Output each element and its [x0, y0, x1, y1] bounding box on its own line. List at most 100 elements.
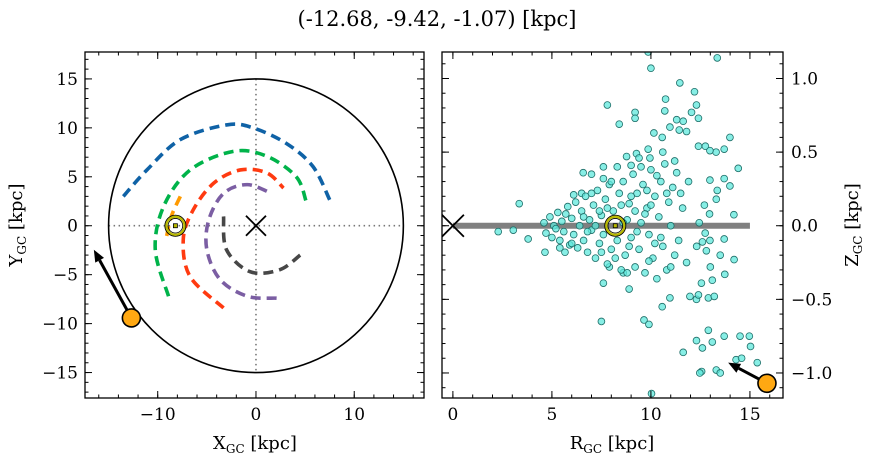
scatter-point [716, 369, 725, 377]
y-tick-label: 0.0 [791, 217, 818, 237]
scatter-point [666, 221, 675, 230]
y-tick-label: 10 [56, 119, 78, 139]
scatter-point [579, 168, 587, 177]
scatter-point [644, 52, 652, 56]
scatter-point [637, 218, 645, 227]
scatter-point [690, 87, 699, 96]
scatter-point [597, 317, 606, 326]
scatter-point [591, 221, 600, 230]
sun-marker-ring [165, 215, 186, 236]
scatter-point [745, 332, 754, 340]
scatter-point [696, 369, 704, 377]
scatter-point [635, 245, 643, 254]
scatter-point [706, 263, 715, 271]
scatter-point [657, 177, 665, 186]
scatter-point [676, 79, 684, 87]
scatter-point [597, 248, 606, 257]
scatter-point [609, 207, 618, 215]
scatter-point [682, 258, 691, 267]
scatter-point [716, 251, 725, 259]
scatter-point [645, 257, 653, 265]
scatter-point [694, 142, 703, 151]
scatter-point [589, 201, 598, 209]
scatter-point [684, 177, 693, 186]
scatter-point [607, 177, 616, 186]
scatter-point [670, 157, 679, 165]
spiral-arm-purple [204, 182, 277, 301]
scatter-point [581, 192, 590, 201]
scatter-point [629, 170, 637, 179]
scatter-point [645, 320, 653, 329]
scatter-point [631, 263, 639, 271]
scatter-point [692, 101, 701, 109]
target-star-marker [757, 373, 777, 394]
scatter-point [675, 126, 684, 134]
scatter-point [697, 279, 706, 287]
scatter-point [704, 326, 713, 335]
target-arrow-head [728, 362, 742, 373]
scatter-point [700, 201, 709, 209]
scatter-point [679, 348, 687, 357]
x-tick-label: 5 [546, 405, 557, 425]
scatter-point [554, 208, 562, 217]
axes-frame [84, 51, 425, 399]
scatter-point [720, 174, 728, 183]
scatter-point [657, 233, 665, 242]
scatter-point [647, 64, 655, 72]
scatter-point [548, 233, 556, 242]
scatter-point [571, 198, 580, 206]
scatter-point [641, 269, 649, 277]
scatter-point [625, 285, 633, 293]
scatter-point [542, 229, 550, 237]
scatter-point [650, 129, 658, 137]
scatter-point [658, 148, 667, 156]
scatter-point [635, 154, 643, 162]
scatter-point [625, 199, 633, 208]
scatter-point [687, 108, 696, 117]
scatter-point [579, 236, 588, 245]
y-tick-label: −15 [42, 364, 78, 384]
scatter-point [653, 274, 661, 283]
target-arrow-head [93, 249, 105, 263]
y-tick-label: −1.0 [791, 364, 832, 384]
scatter-point [713, 54, 722, 62]
spiral-arm-blue [121, 122, 332, 201]
sun-marker-center [612, 223, 618, 229]
scatter-point [726, 182, 734, 190]
scatter-point [540, 218, 548, 227]
scatter-point [639, 180, 647, 189]
left-panel-xy: −10 0 10 −15 −10 −5 0 5 10 15 XGC [kpc] YGC [kpc] [6, 51, 425, 456]
y-tick-label: 15 [56, 70, 78, 90]
scatter-point [595, 239, 604, 248]
scatter-point [720, 235, 728, 243]
spiral-arm-darkgray [221, 216, 302, 276]
scatter-point [695, 218, 704, 227]
galaxy-boundary-circle [107, 78, 405, 374]
sun-marker-center [172, 223, 178, 229]
y-tick-label: −0.5 [791, 290, 832, 310]
x-tick-label: 10 [343, 405, 365, 425]
scatter-point [658, 242, 667, 251]
scatter-point [567, 214, 576, 223]
target-arrow-shaft [98, 259, 133, 319]
x-tick-label: 0 [447, 405, 458, 425]
scatter-point [694, 291, 703, 299]
scatter-point [712, 195, 721, 204]
scatter-point [593, 186, 602, 195]
scatter-point [712, 148, 720, 156]
sun-marker-ring [605, 215, 626, 236]
y-axis-label: ZGC [kpc] [842, 183, 865, 267]
scatter-point [587, 170, 596, 179]
scatter-point [726, 133, 734, 142]
scatter-point [622, 152, 631, 161]
scatter-point [575, 221, 584, 230]
scatter-point [651, 239, 659, 248]
sun-marker-inner [607, 218, 623, 234]
scatter-point [653, 171, 661, 180]
scatter-point [668, 183, 677, 192]
y-tick-label: 5 [67, 168, 78, 188]
scatter-point [585, 216, 594, 224]
scatter-point [666, 123, 674, 131]
scatter-point [662, 189, 671, 198]
scatter-point [664, 198, 673, 206]
